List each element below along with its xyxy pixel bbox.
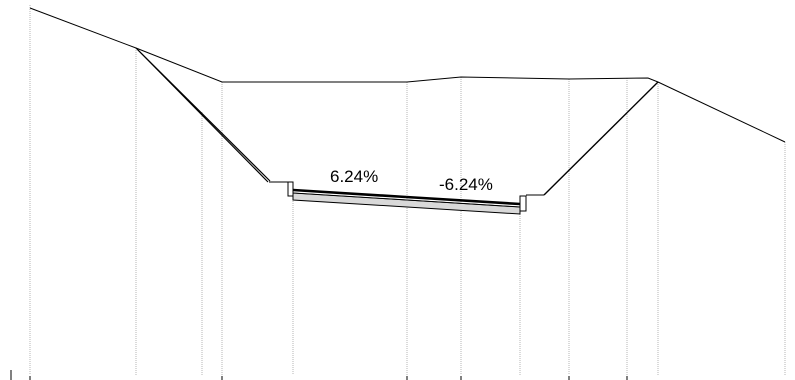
station-guides	[29, 5, 786, 375]
pavement	[292, 188, 521, 215]
pavement-surface-left	[292, 188, 407, 199]
left-cut-slope	[135, 47, 288, 183]
left-curb	[287, 181, 294, 197]
right-slope-label: -6.24%	[439, 175, 493, 194]
right-cut-slope	[526, 81, 659, 196]
pavement-surface-right	[405, 195, 521, 206]
right-curb	[519, 195, 527, 212]
pavement-binder-line	[292, 192, 521, 208]
baseline-ticks	[10, 370, 628, 380]
left-slope-label: 6.24%	[330, 167, 378, 186]
existing-ground-line	[29, 7, 786, 143]
